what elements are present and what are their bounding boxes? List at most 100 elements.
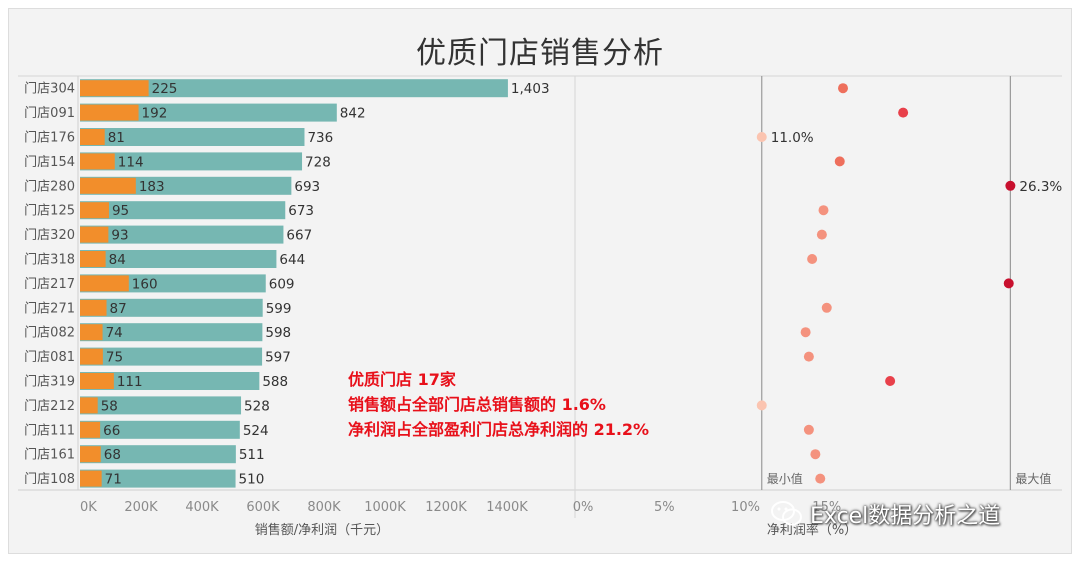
watermark: Excel数据分析之道 [770,498,1000,530]
sales-bar [80,420,240,439]
bar-x-tick: 800K [307,500,341,515]
sales-bar [80,323,263,342]
sales-value-label: 1,403 [511,81,550,97]
annotation-line-sales: 销售额占全部门店总销售额的 1.6% [348,395,606,414]
sales-value-label: 598 [265,325,291,341]
sales-value-label: 510 [239,472,265,488]
category-label: 门店304 [24,82,75,97]
bar-x-tick: 600K [246,500,280,515]
margin-x-tick: 10% [731,500,760,515]
category-label: 门店319 [24,375,75,390]
profit-bar [80,251,106,267]
category-label: 门店111 [24,423,75,438]
category-label: 门店161 [24,448,75,463]
margin-point [816,229,827,240]
sales-bar [80,250,277,268]
annotation-line-count: 优质门店 17家 [348,370,456,389]
sales-value-label: 524 [243,423,269,439]
profit-bar [80,104,139,121]
sales-bar [80,396,242,415]
margin-point [1005,180,1016,191]
profit-bar [80,202,109,219]
profit-bar [80,373,114,389]
margin-point [756,400,767,411]
sales-value-label: 667 [286,228,312,244]
reference-label-0: 最小值 [767,471,803,486]
sales-bar [80,152,303,171]
margin-point [1003,278,1014,289]
annotation-line-profit: 净利润占全部盈利门店总净利润的 21.2% [348,420,650,439]
margin-point [821,302,832,313]
sales-bar [80,225,284,244]
sales-value-label: 736 [307,130,333,146]
profit-bar [80,80,149,97]
profit-bar [80,275,129,292]
profit-bar [80,226,109,243]
profit-value-label: 81 [108,130,125,146]
category-label: 门店176 [24,131,75,146]
sales-bar [80,347,263,366]
sales-bar [80,372,260,390]
profit-value-label: 114 [118,154,144,170]
sales-value-label: 609 [269,276,295,292]
category-label: 门店082 [24,326,75,341]
sales-value-label: 588 [262,374,288,390]
profit-value-label: 75 [106,350,123,366]
sales-bar [80,469,236,488]
profit-value-label: 68 [104,447,121,463]
margin-point [885,376,896,386]
category-label: 门店154 [24,155,75,170]
bar-x-tick: 1000K [364,500,406,515]
margin-x-tick: 15% [812,500,841,515]
profit-value-label: 111 [117,374,143,390]
sales-bar [80,298,263,317]
profit-value-label: 84 [109,252,126,268]
margin-point [803,424,814,435]
bar-x-tick: 200K [124,500,158,515]
profit-value-label: 66 [103,423,120,439]
category-label: 门店280 [24,179,75,194]
sales-bar [80,103,337,122]
profit-value-label: 87 [110,301,127,317]
bar-x-axis-label: 销售额/净利润（千元） [255,522,389,538]
profit-bar [80,299,107,316]
sales-value-label: 528 [244,398,270,414]
margin-point [818,205,829,216]
category-label: 门店108 [24,472,75,487]
margin-point [898,107,909,118]
sales-value-label: 644 [279,252,305,268]
category-label: 门店212 [24,399,75,414]
reference-label-1: 最大值 [1015,471,1051,486]
sales-bar [80,201,286,220]
profit-bar [80,470,102,487]
margin-x-tick: 0% [573,500,594,515]
profit-value-label: 183 [139,179,165,195]
category-label: 门店320 [24,228,75,243]
profit-bar [80,421,101,438]
margin-point [756,132,767,142]
profit-bar [80,324,103,341]
wechat-icon [770,499,804,529]
profit-bar [80,129,105,145]
profit-value-label: 93 [111,228,128,244]
sales-bar [80,128,305,146]
margin-point [800,327,811,338]
category-label: 门店271 [24,301,75,316]
sales-bar [80,445,236,464]
profit-bar [80,153,115,170]
profit-value-label: 74 [106,325,123,341]
bar-x-tick: 0K [80,500,97,515]
bar-x-tick: 1200K [425,500,467,515]
bar-x-tick: 400K [185,500,219,515]
margin-point-label: 11.0% [771,130,814,146]
profit-value-label: 225 [152,81,178,97]
category-label: 门店081 [24,350,75,365]
profit-value-label: 192 [142,106,168,122]
watermark-text: Excel数据分析之道 [810,504,1001,529]
profit-value-label: 95 [112,203,129,219]
sales-value-label: 728 [305,154,331,170]
profit-value-label: 71 [105,472,122,488]
profit-value-label: 160 [132,276,158,292]
summary-annotation: 优质门店 17家 销售额占全部门店总销售额的 1.6% 净利润占全部盈利门店总净… [348,367,649,442]
sales-value-label: 599 [266,301,292,317]
